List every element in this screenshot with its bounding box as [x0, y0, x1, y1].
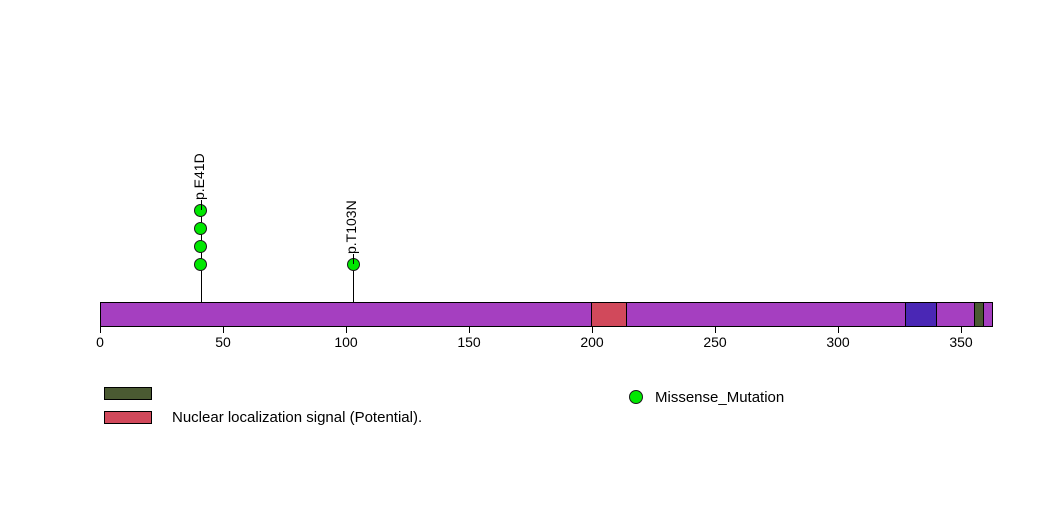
axis-tick-250 — [715, 327, 716, 333]
axis-tick-350 — [961, 327, 962, 333]
mutation-dot-p.E41D-2[interactable] — [194, 221, 208, 235]
protein-domain-2[interactable] — [974, 303, 985, 326]
legend-label-missense: Missense_Mutation — [655, 389, 785, 406]
mutation-stem-upper-p.T103N — [353, 254, 355, 264]
axis-tick-label-300: 300 — [826, 334, 850, 350]
mutation-stem-upper-p.E41D — [200, 200, 202, 210]
mutation-stem-p.E41D — [200, 210, 202, 302]
axis-tick-label-200: 200 — [580, 334, 604, 350]
axis-tick-150 — [469, 327, 470, 333]
axis-tick-label-50: 50 — [215, 334, 231, 350]
legend-dot-missense[interactable] — [629, 390, 643, 404]
axis-tick-200 — [592, 327, 593, 333]
legend-label-nls: Nuclear localization signal (Potential). — [172, 409, 423, 426]
protein-backbone — [100, 302, 993, 327]
axis-tick-300 — [838, 327, 839, 333]
axis-tick-label-250: 250 — [703, 334, 727, 350]
axis-tick-0 — [100, 327, 101, 333]
mutation-label-p.T103N: p.T103N — [343, 200, 360, 254]
protein-domain-0[interactable] — [590, 303, 628, 326]
legend-swatch-nls[interactable] — [104, 411, 152, 424]
axis-tick-100 — [346, 327, 347, 333]
mutation-dot-p.E41D-0[interactable] — [194, 257, 208, 271]
axis-tick-label-350: 350 — [949, 334, 973, 350]
axis-tick-50 — [223, 327, 224, 333]
axis-tick-label-150: 150 — [457, 334, 481, 350]
mutation-label-p.E41D: p.E41D — [190, 153, 207, 200]
axis-tick-label-0: 0 — [96, 334, 104, 350]
mutation-stem-p.T103N — [353, 264, 355, 302]
protein-domain-1[interactable] — [905, 303, 938, 326]
mutation-dot-p.E41D-1[interactable] — [194, 239, 208, 253]
axis-tick-label-100: 100 — [334, 334, 358, 350]
legend-swatch-dark-green[interactable] — [104, 387, 152, 400]
